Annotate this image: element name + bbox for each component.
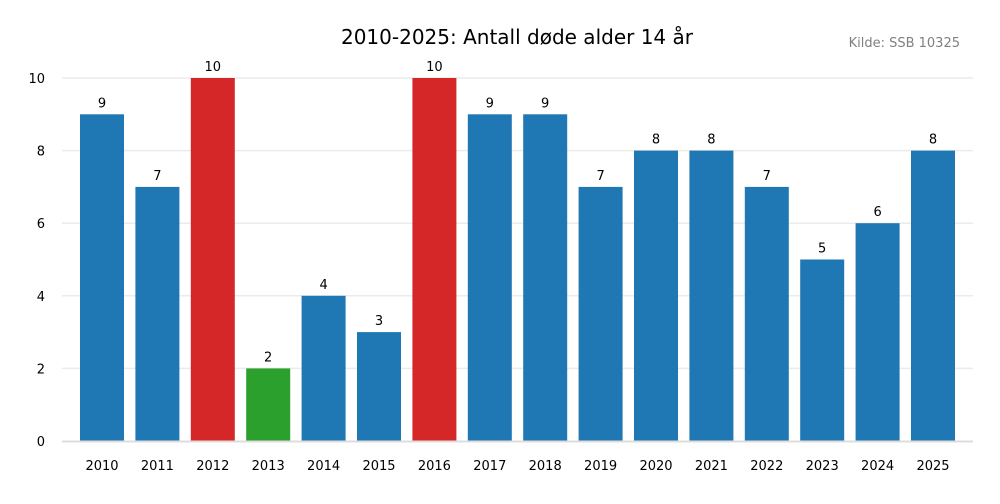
data-label: 4	[319, 278, 327, 293]
source-label: Kilde: SSB 10325	[849, 36, 960, 51]
y-tick-label: 10	[28, 72, 45, 87]
x-tick-label: 2010	[85, 459, 118, 474]
bar-2024	[855, 223, 900, 441]
bar-2021	[689, 150, 734, 441]
y-axis: 0 2 4 6 8 10	[28, 72, 45, 450]
bar-2015	[357, 332, 401, 441]
y-tick-label: 6	[37, 217, 45, 232]
x-tick-label: 2013	[252, 459, 285, 474]
bar-2013	[246, 368, 291, 441]
bar-2011	[135, 186, 180, 441]
data-label: 5	[818, 242, 826, 257]
x-tick-label: 2018	[529, 459, 562, 474]
x-axis: 2010 2011 2012 2013 2014 2015 2016 2017 2018 2019…	[85, 459, 949, 474]
x-tick-label: 2020	[639, 459, 672, 474]
chart-title: 2010-2025: Antall døde alder 14 år	[341, 25, 694, 49]
x-tick-label: 2021	[695, 459, 728, 474]
x-tick-label: 2024	[861, 459, 894, 474]
data-label: 7	[763, 169, 771, 184]
x-tick-label: 2016	[418, 459, 451, 474]
data-label: 10	[426, 60, 443, 75]
bar-2025	[911, 150, 955, 441]
x-tick-label: 2014	[307, 459, 340, 474]
data-label: 7	[153, 169, 161, 184]
bars: 9 7 10 2 4 3 10 9 9 7 8 8 7 5 6 8	[80, 60, 955, 442]
bar-2014	[301, 295, 346, 441]
bar-2019	[578, 186, 623, 441]
x-tick-label: 2025	[916, 459, 949, 474]
bar-2018	[523, 114, 568, 442]
data-label: 3	[375, 314, 383, 329]
x-tick-label: 2019	[584, 459, 617, 474]
y-tick-label: 2	[37, 362, 45, 377]
bar-2016	[412, 78, 457, 441]
bar-2022	[744, 186, 789, 441]
data-label: 9	[541, 96, 549, 111]
data-label: 10	[205, 60, 222, 75]
bar-2017	[467, 114, 512, 442]
y-tick-label: 0	[37, 435, 45, 450]
bar-2020	[634, 150, 678, 441]
x-tick-label: 2011	[141, 459, 174, 474]
bar-2012	[190, 78, 235, 441]
data-label: 2	[264, 350, 272, 365]
x-tick-label: 2022	[750, 459, 783, 474]
bar-2023	[800, 259, 845, 441]
y-tick-label: 4	[37, 290, 45, 305]
data-label: 8	[652, 133, 660, 148]
x-tick-label: 2012	[196, 459, 229, 474]
data-label: 6	[873, 205, 881, 220]
y-tick-label: 8	[37, 145, 45, 160]
data-label: 9	[98, 96, 106, 111]
x-tick-label: 2015	[362, 459, 395, 474]
x-tick-label: 2023	[806, 459, 839, 474]
bar-2010	[80, 114, 124, 442]
data-label: 8	[707, 133, 715, 148]
data-label: 9	[486, 96, 494, 111]
data-label: 8	[929, 133, 937, 148]
data-label: 7	[596, 169, 604, 184]
x-tick-label: 2017	[473, 459, 506, 474]
